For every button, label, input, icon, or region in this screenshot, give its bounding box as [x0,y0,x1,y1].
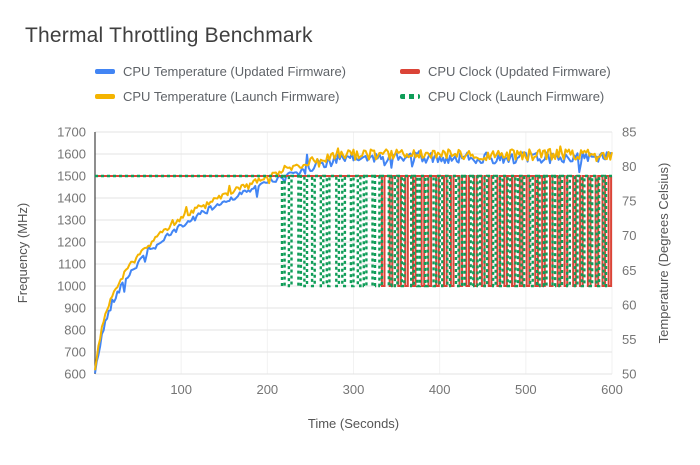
x-axis-title: Time (Seconds) [308,416,399,431]
left-axis-title: Frequency (MHz) [15,203,30,303]
chart-title: Thermal Throttling Benchmark [25,24,313,47]
left-axis-tick-label: 600 [64,367,86,382]
x-axis-tick-label: 600 [601,382,623,397]
left-axis-tick-label: 1600 [57,147,86,162]
left-axis-tick-label: 800 [64,323,86,338]
legend-marker-cpu-temp-launch-icon [95,94,115,99]
x-axis-tick-label: 500 [515,382,537,397]
left-axis-tick-label: 1100 [58,257,86,272]
series-cpu-clock-launch [95,174,612,288]
left-axis-tick-label: 1000 [57,279,86,294]
x-axis-tick-label: 300 [343,382,365,397]
right-axis-tick-label: 50 [622,367,636,382]
left-axis-tick-label: 1500 [57,169,86,184]
legend-label-cpu-clock-launch: CPU Clock (Launch Firmware) [428,89,605,104]
left-axis-tick-label: 700 [64,345,86,360]
right-axis-tick-label: 55 [622,332,636,347]
x-axis-tick-label: 100 [170,382,192,397]
legend-marker-cpu-clock-launch-icon [400,94,420,99]
legend-item-cpu-temp-launch[interactable]: CPU Temperature (Launch Firmware) [95,89,400,104]
right-axis-tick-label: 75 [622,194,636,209]
series-cpu-temp-launch [94,145,613,371]
left-axis-tick-label: 1400 [57,191,86,206]
left-axis-tick-label: 1200 [57,235,86,250]
right-axis-tick-label: 85 [622,125,636,140]
left-axis-tick-label: 1700 [57,125,86,140]
legend-label-cpu-temp-updated: CPU Temperature (Updated Firmware) [123,64,346,79]
legend-label-cpu-clock-updated: CPU Clock (Updated Firmware) [428,64,611,79]
left-axis-tick-label: 900 [64,301,86,316]
legend-item-cpu-temp-updated[interactable]: CPU Temperature (Updated Firmware) [95,64,400,79]
x-axis-tick-label: 200 [256,382,278,397]
legend-marker-cpu-temp-updated-icon [95,69,115,74]
series-cpu-temp-updated [94,150,613,374]
left-axis-tick-label: 1300 [57,213,86,228]
right-axis-tick-label: 70 [622,228,636,243]
legend-label-cpu-temp-launch: CPU Temperature (Launch Firmware) [123,89,340,104]
legend: CPU Temperature (Updated Firmware) CPU C… [95,64,611,104]
legend-marker-cpu-clock-updated-icon [400,69,420,74]
right-axis-tick-label: 80 [622,159,636,174]
legend-item-cpu-clock-launch[interactable]: CPU Clock (Launch Firmware) [400,89,611,104]
right-axis-tick-label: 60 [622,297,636,312]
x-axis-tick-label: 400 [429,382,451,397]
legend-item-cpu-clock-updated[interactable]: CPU Clock (Updated Firmware) [400,64,611,79]
right-axis-tick-label: 65 [622,263,636,278]
right-axis-title: Temperature (Degrees Celsius) [656,163,671,344]
